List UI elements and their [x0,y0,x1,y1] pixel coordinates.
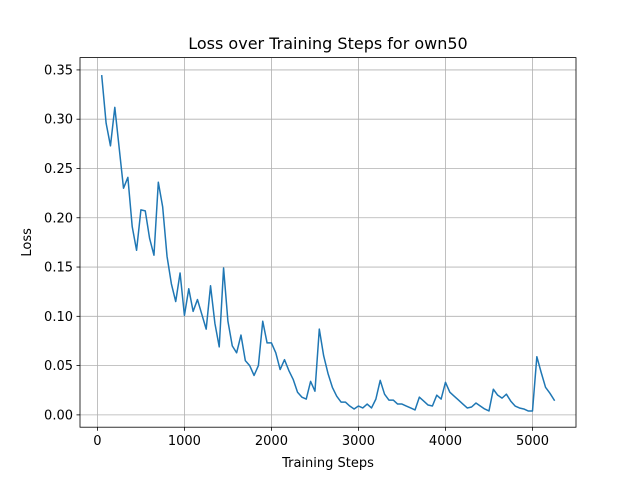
x-axis: 0 1000 2000 3000 4000 5000 [93,427,549,449]
y-tick-label: 0.30 [44,113,73,128]
y-axis-label: Loss [20,228,35,257]
axes-frame [79,57,577,428]
y-tick-label: 0.25 [44,162,73,177]
x-tick-label: 3000 [342,434,375,449]
x-tick-label: 4000 [429,434,462,449]
y-axis: 0.00 0.05 0.10 0.15 0.20 0.25 0.30 0.35 [44,63,80,423]
plot-area [100,75,556,412]
chart-title: Loss over Training Steps for own50 [188,34,467,53]
grid-lines [80,57,576,428]
y-tick-label: 0.05 [44,359,73,374]
y-tick-label: 0.20 [44,211,73,226]
x-tick-label: 5000 [516,434,549,449]
y-tick-label: 0.00 [44,408,73,423]
x-tick-label: 1000 [168,434,201,449]
x-tick-label: 0 [93,434,101,449]
y-tick-label: 0.10 [44,310,73,325]
x-axis-label: Training Steps [281,456,374,471]
y-tick-label: 0.35 [44,63,73,78]
loss-series-line [100,75,556,412]
y-tick-label: 0.15 [44,261,73,276]
x-tick-label: 2000 [255,434,288,449]
